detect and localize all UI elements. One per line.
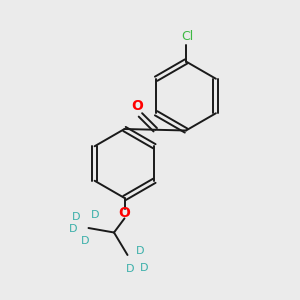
Text: D: D <box>136 246 144 256</box>
Text: D: D <box>140 262 148 273</box>
Text: D: D <box>126 264 135 274</box>
Text: O: O <box>118 206 130 220</box>
Text: D: D <box>69 224 77 235</box>
Text: D: D <box>72 212 80 222</box>
Text: D: D <box>81 236 90 247</box>
Text: D: D <box>91 210 99 220</box>
Text: O: O <box>131 99 143 113</box>
Text: Cl: Cl <box>182 30 194 43</box>
